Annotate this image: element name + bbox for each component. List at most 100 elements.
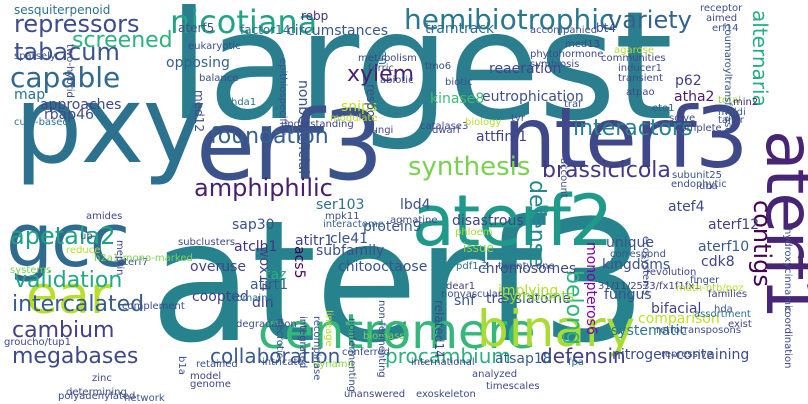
word: aterf1 bbox=[751, 130, 808, 318]
word: apetala2 bbox=[10, 222, 116, 250]
word: lineage bbox=[323, 310, 334, 347]
word: systems bbox=[10, 265, 52, 276]
word: overuse bbox=[190, 259, 246, 275]
word: ferric bbox=[368, 63, 394, 74]
word: rbap46 bbox=[44, 107, 94, 123]
word: centromere bbox=[258, 304, 536, 360]
word: defense bbox=[524, 180, 549, 268]
word: international bbox=[411, 357, 475, 368]
word: traf bbox=[564, 99, 582, 110]
word: correspond bbox=[610, 249, 666, 260]
word: abiotic bbox=[380, 75, 414, 86]
word: b1a bbox=[176, 356, 187, 375]
word: two-hybrid bbox=[64, 44, 75, 98]
word: atpao bbox=[626, 87, 655, 98]
word: zinc bbox=[92, 373, 112, 384]
word: alternaria bbox=[748, 10, 772, 107]
word: opposing bbox=[166, 55, 230, 71]
word: aterf12 bbox=[708, 217, 760, 233]
word: genome bbox=[190, 379, 231, 390]
word: endophytic bbox=[671, 179, 727, 190]
word: brassicicola bbox=[542, 158, 671, 183]
word: chitooctaose bbox=[338, 259, 428, 275]
word: intercalated bbox=[12, 292, 145, 317]
word: ear bbox=[26, 266, 112, 326]
word: symbiosis bbox=[530, 59, 580, 70]
word: erf14 bbox=[712, 23, 739, 34]
word: min2 bbox=[733, 97, 759, 108]
word: hemibiotrophic bbox=[404, 3, 615, 36]
word: maldi bbox=[718, 107, 746, 118]
word: finger bbox=[690, 275, 720, 286]
word: metabolism bbox=[358, 53, 417, 64]
word: nonfermenting bbox=[346, 318, 357, 393]
word: atclh1 bbox=[234, 239, 278, 255]
word: atsap18 bbox=[495, 351, 552, 367]
word: systematic bbox=[611, 323, 688, 339]
word: reduce bbox=[66, 245, 101, 256]
word: largest bbox=[168, 0, 673, 154]
word: ub bbox=[80, 231, 93, 242]
word: tyr bbox=[511, 113, 525, 124]
word: uba bbox=[699, 181, 718, 192]
word: related14 bbox=[432, 300, 446, 358]
word: eukaryotic bbox=[188, 41, 241, 52]
word: subunit25 bbox=[672, 170, 722, 181]
word: tailor bbox=[718, 115, 744, 126]
word: nitrogen-containing bbox=[612, 347, 750, 363]
word: tramtrack bbox=[425, 21, 495, 37]
word: complement bbox=[122, 301, 185, 312]
word: accompanied bbox=[530, 25, 598, 36]
word: understanding bbox=[281, 119, 354, 130]
word: tmo6 bbox=[425, 61, 452, 72]
word: subfamily bbox=[316, 243, 385, 259]
word: atef4 bbox=[668, 199, 705, 215]
word: implying bbox=[498, 283, 559, 299]
word: defensin bbox=[540, 344, 626, 368]
word: 31/11/2573/fx1f1fx1 bbox=[598, 281, 701, 292]
word: kingdoms bbox=[602, 257, 671, 273]
word: transient bbox=[618, 73, 663, 84]
word: domain4 bbox=[230, 293, 274, 304]
word: hda1 bbox=[231, 97, 257, 108]
word: aterf2 bbox=[412, 180, 613, 262]
word: snips bbox=[341, 99, 378, 115]
word: fungi bbox=[368, 125, 394, 136]
word: gcc bbox=[6, 198, 130, 284]
word: analyzed bbox=[472, 369, 518, 380]
word: binary bbox=[477, 300, 636, 358]
word: lbd4 bbox=[400, 197, 431, 213]
word: eutrophication bbox=[482, 89, 584, 105]
word: factor14 bbox=[240, 23, 291, 37]
word: determining bbox=[66, 387, 127, 398]
word: non-fermenting bbox=[376, 300, 387, 378]
word: aterf10 bbox=[698, 239, 750, 255]
word: unanswered bbox=[344, 389, 406, 400]
word: biotic bbox=[445, 77, 473, 88]
word: account bbox=[558, 158, 569, 198]
word: erf3 bbox=[196, 90, 383, 202]
word: repressors bbox=[14, 10, 140, 38]
word: coumaroyltransferase bbox=[722, 24, 733, 134]
word: amides bbox=[86, 211, 123, 222]
word: biology bbox=[465, 117, 502, 128]
word: acs5 bbox=[291, 246, 307, 279]
word: cambium bbox=[12, 318, 115, 343]
word: balance bbox=[199, 73, 239, 84]
word: map bbox=[14, 87, 46, 103]
word: sap30 bbox=[232, 217, 275, 233]
word: retrotransposons bbox=[656, 325, 742, 336]
word: assortment bbox=[694, 309, 751, 320]
word: subclusters bbox=[178, 237, 236, 248]
word: capable bbox=[10, 61, 121, 94]
word: circumstances bbox=[287, 23, 389, 39]
word: exoskeleton bbox=[416, 389, 476, 400]
word: nterf3 bbox=[503, 89, 748, 187]
word: nonvascular bbox=[441, 289, 502, 300]
word: tabacum bbox=[14, 38, 120, 66]
word: ecosystems bbox=[640, 236, 651, 296]
word: p62 bbox=[675, 73, 702, 89]
word: communities bbox=[601, 53, 666, 64]
word: aterf7 bbox=[118, 257, 149, 268]
word: integrated bbox=[297, 316, 308, 369]
